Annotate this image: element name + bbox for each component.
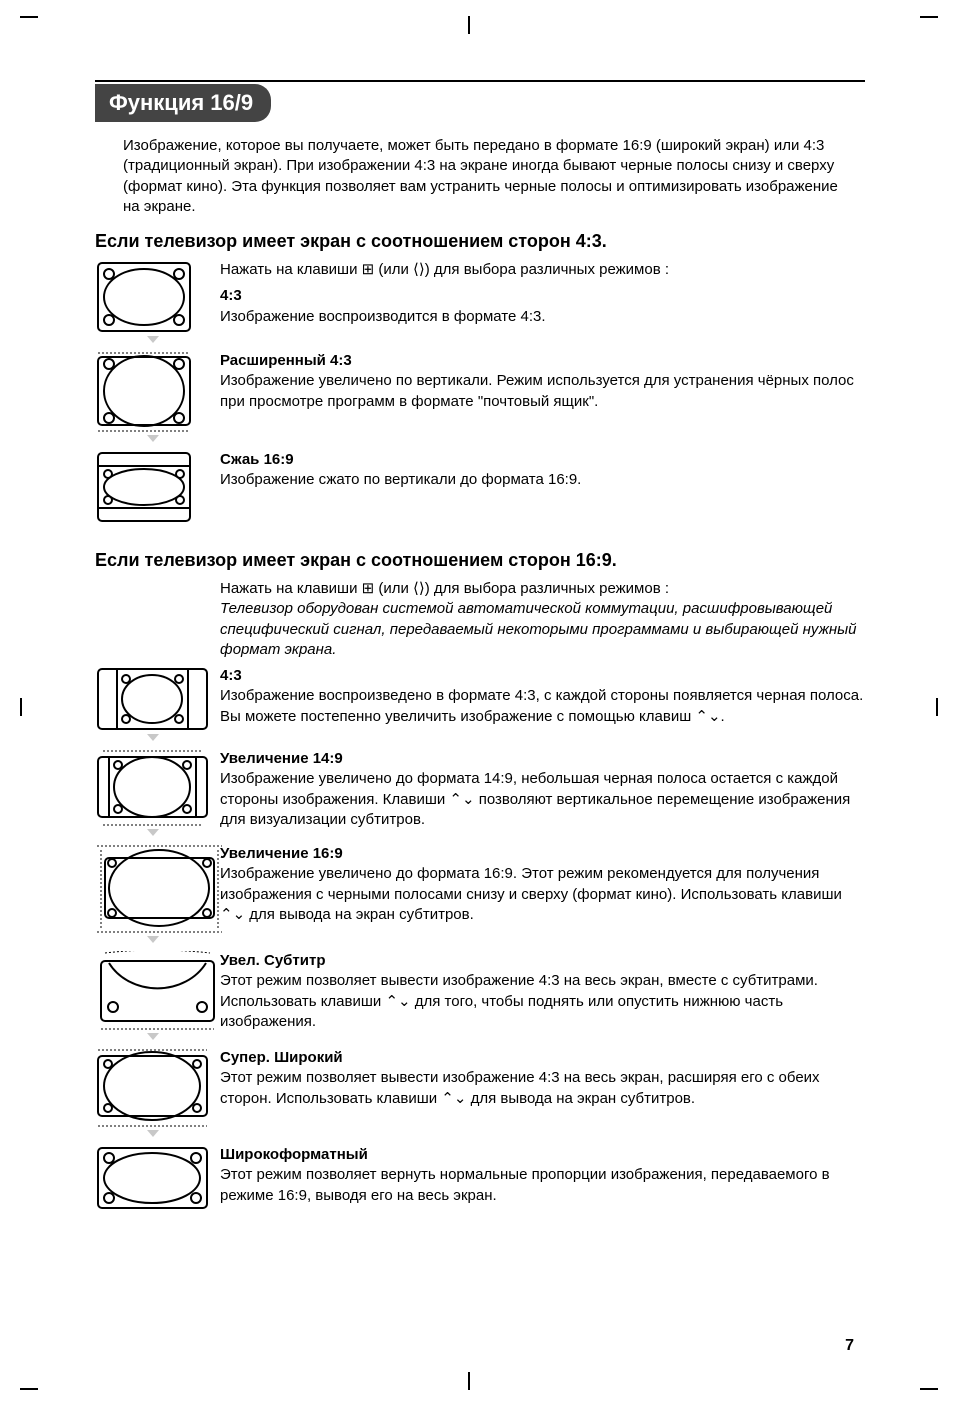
mode169-6-title: Широкоформатный bbox=[220, 1146, 368, 1163]
mode169-5: Супер. Широкий Этот режим позволяет выве… bbox=[95, 1048, 865, 1139]
mode169-2-title: Увеличение 14:9 bbox=[220, 750, 343, 767]
icon-169-superwide bbox=[95, 1048, 210, 1139]
mode169-2-body: Изображение увеличено до формата 14:9, н… bbox=[220, 770, 850, 828]
section-169-title: Если телевизор имеет экран с соотношение… bbox=[95, 550, 865, 571]
mode169-3-body: Изображение увеличено до формата 16:9. Э… bbox=[220, 865, 842, 923]
page-content: Функция 16/9 Изображение, которое вы пол… bbox=[95, 80, 865, 1217]
mode169-4-title: Увел. Субтитр bbox=[220, 952, 326, 969]
mode169-1: 4:3 Изображение воспроизведено в формате… bbox=[95, 666, 865, 743]
arrow-icon bbox=[147, 829, 159, 836]
icon-169-43 bbox=[95, 666, 210, 743]
mode43-2-title: Расширенный 4:3 bbox=[220, 352, 352, 369]
mode43-2-body: Изображение увеличено по вертикали. Режи… bbox=[220, 372, 854, 409]
mode169-5-title: Супер. Широкий bbox=[220, 1049, 343, 1066]
mode169-6-body: Этот режим позволяет вернуть нормальные … bbox=[220, 1166, 830, 1203]
mode43-2: Расширенный 4:3 Изображение увеличено по… bbox=[95, 351, 865, 444]
mode43-1-title: 4:3 bbox=[220, 287, 242, 304]
mode169-4-body: Этот режим позволяет вывести изображение… bbox=[220, 972, 818, 1030]
mode43-3-body: Изображение сжато по вертикали до формат… bbox=[220, 471, 581, 488]
mode43-1-body: Изображение воспроизводится в формате 4:… bbox=[220, 308, 546, 325]
icon-169-subtitle bbox=[95, 951, 210, 1042]
mode43-3-title: Сжаь 16:9 bbox=[220, 451, 294, 468]
mode43-3: Сжаь 16:9 Изображение сжато по вертикали… bbox=[95, 450, 865, 524]
arrow-icon bbox=[147, 1130, 159, 1137]
mode169-3-title: Увеличение 16:9 bbox=[220, 845, 343, 862]
mode169-1-body: Изображение воспроизведено в формате 4:3… bbox=[220, 687, 863, 724]
section-43-title: Если телевизор имеет экран с соотношение… bbox=[95, 231, 865, 252]
intro-text: Изображение, которое вы получаете, может… bbox=[123, 136, 843, 217]
header-rule bbox=[95, 80, 865, 82]
lead-43: Нажать на клавиши ⊞ (или ⟨⟩) для выбора … bbox=[220, 260, 865, 280]
arrow-icon bbox=[147, 1033, 159, 1040]
page-header: Функция 16/9 bbox=[95, 84, 271, 122]
mode169-1-title: 4:3 bbox=[220, 667, 242, 684]
lead-169-2: Телевизор оборудован системой автоматиче… bbox=[220, 599, 865, 660]
mode169-6: Широкоформатный Этот режим позволяет вер… bbox=[95, 1145, 865, 1211]
icon-43-compress bbox=[95, 450, 210, 524]
mode169-5-body: Этот режим позволяет вывести изображение… bbox=[220, 1069, 820, 1106]
icon-43-expand bbox=[95, 351, 210, 444]
arrow-icon bbox=[147, 936, 159, 943]
lead-169-1: Нажать на клавиши ⊞ (или ⟨⟩) для выбора … bbox=[220, 579, 865, 599]
mode169-3: Увеличение 16:9 Изображение увеличено до… bbox=[95, 844, 865, 945]
icon-43-normal bbox=[95, 260, 210, 345]
icon-169-wide bbox=[95, 1145, 210, 1211]
lead-169-block: Нажать на клавиши ⊞ (или ⟨⟩) для выбора … bbox=[95, 579, 865, 660]
arrow-icon bbox=[147, 336, 159, 343]
mode169-2: Увеличение 14:9 Изображение увеличено до… bbox=[95, 749, 865, 838]
arrow-icon bbox=[147, 734, 159, 741]
mode169-4: Увел. Субтитр Этот режим позволяет вывес… bbox=[95, 951, 865, 1042]
icon-169-169 bbox=[95, 844, 210, 945]
arrow-icon bbox=[147, 435, 159, 442]
mode43-1: Нажать на клавиши ⊞ (или ⟨⟩) для выбора … bbox=[95, 260, 865, 345]
page-number: 7 bbox=[845, 1337, 854, 1355]
icon-169-149 bbox=[95, 749, 210, 838]
